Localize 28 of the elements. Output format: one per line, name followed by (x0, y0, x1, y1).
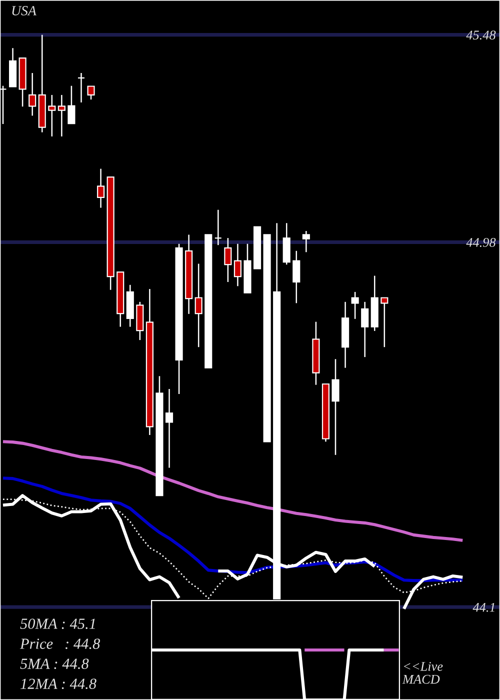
candlestick (68, 85, 76, 124)
candlestick (351, 291, 359, 320)
annotation: 50MA : 45.1 (20, 618, 95, 629)
y-tick-label: 45.48 (466, 30, 496, 40)
line-series (1, 440, 464, 542)
candlestick (28, 72, 36, 116)
candlestick (234, 243, 242, 287)
candlestick (302, 230, 310, 253)
candlestick (48, 94, 56, 138)
candlestick (214, 209, 222, 246)
candlestick (97, 168, 105, 208)
candlestick (165, 388, 174, 468)
annotation: Price : 44.8 (20, 638, 100, 650)
candlestick (87, 86, 95, 100)
chart-title: USA (12, 6, 37, 16)
candlestick (332, 358, 340, 456)
y-tick-label: 44.1 (472, 602, 494, 612)
candlestick (292, 250, 300, 304)
candlestick (380, 297, 388, 348)
annotation: 5MA : 44.8 (20, 658, 89, 670)
candlestick (77, 72, 86, 104)
annotation: <<Live MACD (402, 662, 443, 684)
candlestick (224, 237, 232, 283)
annotation: 12MA : 44.8 (20, 678, 96, 690)
y-tick-label: 44.98 (466, 238, 496, 247)
candlestick (361, 301, 369, 358)
candlestick (194, 263, 202, 348)
candlestick (58, 94, 66, 138)
